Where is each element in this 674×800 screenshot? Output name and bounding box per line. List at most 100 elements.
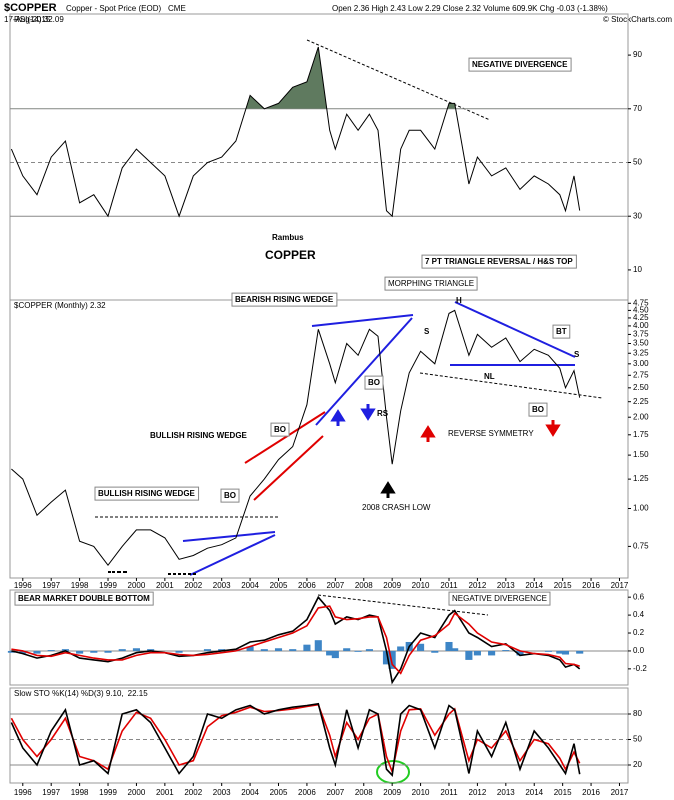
annotation-box bbox=[552, 324, 571, 339]
overbought-fill bbox=[11, 47, 580, 109]
x-tick-label: 2010 bbox=[412, 581, 430, 590]
x-tick-label: 2016 bbox=[582, 581, 600, 590]
x-tick-label: 2007 bbox=[326, 581, 344, 590]
histogram-bar bbox=[47, 650, 55, 651]
annotation-box bbox=[220, 488, 240, 503]
instrument-name: Copper - Spot Price (EOD) bbox=[66, 4, 161, 13]
y-tick-label: 0.75 bbox=[633, 542, 649, 551]
wedge-line bbox=[253, 435, 324, 501]
histogram-bar bbox=[576, 650, 584, 654]
histogram-bar bbox=[104, 650, 112, 653]
y-tick-label: 2.00 bbox=[633, 412, 649, 421]
wedge-line bbox=[244, 411, 326, 464]
x-tick-label: 2000 bbox=[128, 788, 146, 797]
series-line bbox=[11, 309, 581, 567]
histogram-bar bbox=[147, 649, 155, 651]
histogram-bar bbox=[445, 641, 453, 651]
annotation: RS bbox=[377, 409, 389, 418]
annotation: 7 PT TRIANGLE REVERSAL / H&S TOP bbox=[425, 257, 573, 266]
x-tick-label: 2001 bbox=[156, 581, 174, 590]
annotation: REVERSE SYMMETRY bbox=[448, 429, 534, 438]
panel-title: Slow STO %K(14) %D(3) 9.10, bbox=[14, 689, 124, 698]
y-tick-label: 30 bbox=[633, 211, 642, 220]
trend-lines bbox=[95, 39, 603, 784]
y-tick-label: 50 bbox=[633, 158, 642, 167]
x-tick-label: 2017 bbox=[611, 788, 629, 797]
wedge-line bbox=[182, 531, 276, 542]
y-tick-label: 10 bbox=[633, 265, 642, 274]
histogram-bar bbox=[556, 650, 564, 654]
series-line bbox=[11, 605, 580, 675]
histogram-bar bbox=[516, 650, 524, 656]
y-tick-label: -0.2 bbox=[633, 664, 647, 673]
y-tick-label: 2.25 bbox=[633, 397, 649, 406]
histogram-bar bbox=[343, 648, 351, 651]
histogram-bar bbox=[274, 648, 283, 651]
annotation: MORPHING TRIANGLE bbox=[388, 279, 474, 288]
y-tick-label: 1.75 bbox=[633, 430, 649, 439]
annotation: NEGATIVE DIVERGENCE bbox=[472, 60, 568, 69]
panel-title: $COPPER (Monthly) 2.32 bbox=[14, 301, 106, 310]
annotation-box bbox=[14, 591, 154, 606]
series-line bbox=[10, 702, 581, 777]
annotation-box bbox=[364, 375, 384, 390]
x-tick-label: 2004 bbox=[241, 581, 259, 590]
histogram-bar bbox=[561, 650, 570, 655]
annotation-box bbox=[528, 402, 548, 417]
x-tick-label: 2010 bbox=[412, 788, 430, 797]
y-tick-label: 1.00 bbox=[633, 504, 649, 513]
x-tick-label: 2008 bbox=[355, 581, 373, 590]
annotation-box bbox=[468, 57, 572, 72]
panel-frame bbox=[9, 589, 629, 686]
annotation: BULLISH RISING WEDGE bbox=[150, 431, 248, 440]
annotation: H bbox=[456, 296, 462, 305]
series-line bbox=[10, 703, 581, 775]
annotation-box bbox=[448, 591, 551, 606]
annotation: BEARISH RISING WEDGE bbox=[235, 295, 334, 304]
panel-title-value: 22.15 bbox=[128, 689, 149, 698]
annotation: BEAR MARKET DOUBLE BOTTOM bbox=[18, 594, 150, 603]
y-tick-label: 3.00 bbox=[633, 359, 649, 368]
histogram-bar bbox=[365, 649, 373, 651]
arrow-up bbox=[420, 425, 436, 442]
annotation: Rambus bbox=[272, 233, 304, 242]
x-tick-label: 2007 bbox=[326, 788, 344, 797]
arrow-up bbox=[380, 481, 396, 498]
y-tick-label: 3.50 bbox=[633, 339, 649, 348]
arrow-up bbox=[330, 409, 346, 426]
annotation: BO bbox=[274, 425, 286, 434]
y-tick-label: 4.75 bbox=[633, 298, 649, 307]
y-tick-label: 3.75 bbox=[633, 330, 649, 339]
histogram-bar bbox=[132, 648, 140, 651]
x-tick-label: 1999 bbox=[99, 788, 117, 797]
x-tick-label: 2004 bbox=[241, 788, 259, 797]
x-tick-label: 1997 bbox=[42, 581, 60, 590]
annotation: S bbox=[574, 350, 580, 359]
x-tick-label: 2014 bbox=[525, 788, 543, 797]
annotation: 2008 CRASH LOW bbox=[362, 503, 431, 512]
histogram-bar bbox=[33, 650, 41, 654]
y-tick-label: 0.0 bbox=[633, 646, 645, 655]
histogram-bar bbox=[232, 649, 240, 651]
x-tick-label: 2016 bbox=[582, 788, 600, 797]
annotation-box bbox=[421, 254, 577, 269]
histogram-bar bbox=[465, 650, 473, 660]
annotation: BO bbox=[532, 405, 544, 414]
quote: Open 2.36 High 2.43 Low 2.29 Close 2.32 … bbox=[332, 4, 608, 13]
histogram-bar bbox=[473, 650, 481, 656]
y-tick-label: 70 bbox=[633, 104, 642, 113]
y-tick-label: 2.75 bbox=[633, 370, 649, 379]
arrow-down bbox=[545, 420, 561, 437]
histogram-bar bbox=[314, 640, 322, 651]
date: 17-Aug-2015 bbox=[4, 15, 51, 24]
annotation: BT bbox=[556, 327, 567, 336]
annotation-box bbox=[231, 292, 338, 307]
macd-divergence-line bbox=[317, 594, 489, 616]
x-tick-label: 2001 bbox=[156, 788, 174, 797]
panel: 0.60.40.20.0-0.2MACD(12,26,9)BEAR MARKET… bbox=[7, 589, 647, 686]
histogram-bar bbox=[354, 650, 362, 652]
x-tick-label: 2002 bbox=[184, 788, 202, 797]
x-tick-label: 2002 bbox=[184, 581, 202, 590]
histogram-bar bbox=[417, 643, 425, 651]
